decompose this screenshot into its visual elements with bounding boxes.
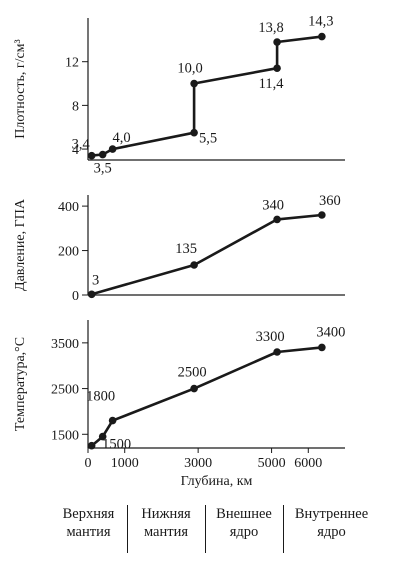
data-point [273, 64, 281, 73]
y-tick-label: 12 [65, 56, 79, 71]
data-point [98, 432, 107, 441]
y-tick-label: 3500 [51, 337, 79, 352]
data-point [190, 128, 198, 137]
data-label: 340 [262, 197, 284, 213]
pressure-panel: 0 200 400 Давление, ГПА 3 135 340 360 [13, 193, 345, 304]
y-tick-label: 1500 [51, 428, 79, 443]
y-tick-label: 2500 [51, 383, 79, 398]
data-point [87, 151, 96, 160]
data-point [273, 348, 281, 356]
zone-divider [127, 505, 128, 553]
x-tick-label: 0 [85, 456, 92, 471]
data-label: 14,3 [308, 14, 333, 30]
y-tick-label: 8 [72, 99, 79, 114]
y-tick-label: 4 [72, 143, 79, 158]
data-point [318, 32, 326, 41]
data-label: 3 [92, 272, 99, 288]
data-point [87, 290, 96, 299]
data-label: 13,8 [258, 20, 283, 36]
data-point [108, 416, 117, 425]
zone-inner-core: Внутреннее ядро [294, 506, 369, 540]
series-line [90, 346, 323, 447]
earth-layer-zones: Верхняя мантия Нижняя мантия Внешнее ядр… [50, 505, 380, 553]
zone-divider [205, 505, 206, 553]
x-tick-label: 3000 [184, 456, 212, 471]
data-label: 4,0 [113, 130, 131, 146]
y-tick-label: 200 [58, 245, 79, 260]
data-label: 135 [175, 241, 197, 257]
data-point [273, 215, 281, 224]
data-point [190, 261, 198, 269]
zone-lower-mantle: Нижняя мантия [141, 506, 191, 540]
data-label: 3400 [316, 324, 345, 340]
x-tick-label: 6000 [294, 456, 322, 471]
y-tick-label: 0 [72, 289, 79, 304]
data-point [318, 343, 326, 352]
data-point [190, 384, 198, 393]
data-label: 5,5 [199, 131, 217, 147]
y-axis-label: Температура,°C [13, 337, 28, 431]
x-tick-label: 1000 [111, 456, 139, 471]
y-axis-label: Давление, ГПА [13, 198, 28, 291]
data-point [190, 79, 198, 88]
zone-outer-core: Внешнее ядро [216, 506, 272, 540]
density-panel: 4 8 12 Плотность, г/см³ 3,43,54,0 5,5 10,0 11,4… [13, 14, 345, 177]
data-point [87, 441, 96, 450]
data-label: 3,5 [94, 161, 112, 177]
y-axis-label: Плотность, г/см³ [13, 39, 28, 139]
data-label: 3,4 [72, 137, 91, 153]
series-line [91, 213, 323, 296]
y-tick-label: 400 [58, 200, 79, 215]
data-label: 11,4 [259, 76, 285, 92]
data-point [98, 150, 107, 159]
data-point [318, 211, 326, 219]
temperature-panel: 1500 2500 3500 Температура,°C 0 1000 3000 5000 6… [13, 320, 345, 489]
x-axis-label: Глубина, км [181, 474, 253, 489]
data-label: 360 [319, 193, 341, 209]
data-point [273, 38, 281, 46]
data-label: 3300 [256, 329, 285, 345]
zone-divider [283, 505, 284, 553]
data-point [108, 145, 117, 153]
data-label: 2500 [178, 365, 207, 381]
data-label: 1800 [86, 389, 115, 405]
zone-upper-mantle: Верхняя мантия [62, 506, 115, 540]
data-label: 10,0 [177, 61, 202, 77]
data-label: 1500 [102, 437, 131, 453]
x-tick-label: 5000 [258, 456, 286, 471]
